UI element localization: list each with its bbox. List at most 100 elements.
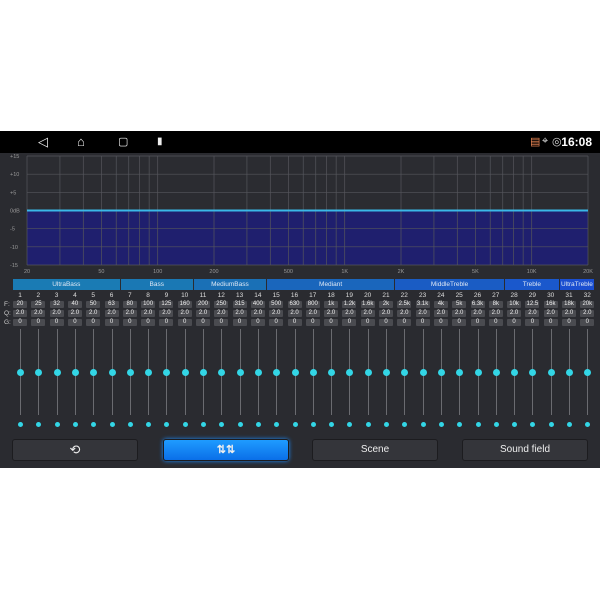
q-field[interactable]: 2.0 (122, 310, 137, 317)
frequency-field[interactable]: 32 (49, 301, 64, 308)
frequency-field[interactable]: 3.1k (415, 301, 430, 308)
frequency-field[interactable]: 2k (379, 301, 393, 308)
gain-field[interactable]: 0 (543, 319, 558, 326)
frequency-field[interactable]: 2.5k (397, 301, 412, 308)
gain-slider-knob[interactable] (108, 369, 116, 376)
frequency-field[interactable]: 200 (196, 301, 210, 308)
gain-field[interactable]: 0 (177, 319, 192, 326)
q-field[interactable]: 2.0 (287, 310, 302, 317)
gain-field[interactable]: 0 (287, 319, 302, 326)
gain-slider-knob[interactable] (474, 369, 482, 376)
gain-field[interactable]: 0 (67, 319, 82, 326)
q-field[interactable]: 2.0 (525, 310, 540, 317)
q-field[interactable]: 2.0 (397, 310, 412, 317)
gain-slider-knob[interactable] (200, 369, 207, 376)
back-icon[interactable]: ◁ (38, 134, 48, 149)
gain-slider-knob[interactable] (566, 369, 573, 376)
q-field[interactable]: 2.0 (562, 310, 576, 317)
q-field[interactable]: 2.0 (177, 310, 192, 317)
frequency-field[interactable]: 125 (159, 301, 174, 308)
frequency-field[interactable]: 25 (31, 301, 46, 308)
gain-field[interactable]: 0 (196, 319, 210, 326)
gain-field[interactable]: 0 (525, 319, 540, 326)
frequency-field[interactable]: 63 (104, 301, 119, 308)
equalizer-button[interactable]: ⇅⇅ (163, 439, 289, 461)
q-field[interactable]: 2.0 (415, 310, 430, 317)
gain-field[interactable]: 0 (397, 319, 412, 326)
frequency-field[interactable]: 12.5 (525, 301, 540, 308)
q-field[interactable]: 2.0 (507, 310, 522, 317)
frequency-field[interactable]: 400 (250, 301, 265, 308)
gain-field[interactable]: 0 (342, 319, 357, 326)
sound-field-button[interactable]: Sound field (462, 439, 588, 461)
frequency-field[interactable]: 16k (543, 301, 558, 308)
frequency-field[interactable]: 4k (433, 301, 448, 308)
gain-slider-knob[interactable] (511, 369, 519, 376)
gain-field[interactable]: 0 (214, 319, 229, 326)
frequency-field[interactable]: 6.3k (470, 301, 485, 308)
gain-field[interactable]: 0 (31, 319, 46, 326)
scene-button[interactable]: Scene (312, 439, 438, 461)
recents-icon[interactable]: ▢ (118, 136, 129, 148)
gain-slider-knob[interactable] (346, 369, 354, 376)
frequency-field[interactable]: 20k (580, 301, 595, 308)
gain-slider-knob[interactable] (17, 369, 24, 376)
gain-slider-knob[interactable] (90, 369, 98, 376)
gain-field[interactable]: 0 (122, 319, 137, 326)
gain-slider-knob[interactable] (181, 369, 189, 376)
gain-slider-knob[interactable] (145, 369, 153, 376)
frequency-field[interactable]: 80 (122, 301, 137, 308)
gain-slider-knob[interactable] (456, 369, 464, 376)
q-field[interactable]: 2.0 (433, 310, 448, 317)
gain-field[interactable]: 0 (470, 319, 485, 326)
gain-slider-knob[interactable] (71, 369, 79, 376)
q-field[interactable]: 2.0 (580, 310, 595, 317)
gain-slider-knob[interactable] (584, 369, 592, 376)
gain-field[interactable]: 0 (104, 319, 119, 326)
frequency-field[interactable]: 20 (13, 301, 27, 308)
gain-slider-knob[interactable] (529, 369, 537, 376)
gain-slider-knob[interactable] (218, 369, 226, 376)
frequency-field[interactable]: 50 (86, 301, 101, 308)
q-field[interactable]: 2.0 (104, 310, 119, 317)
gain-slider-knob[interactable] (126, 369, 134, 376)
frequency-field[interactable]: 250 (214, 301, 229, 308)
q-field[interactable]: 2.0 (342, 310, 357, 317)
q-field[interactable]: 2.0 (470, 310, 485, 317)
gain-field[interactable]: 0 (562, 319, 576, 326)
gain-slider-knob[interactable] (364, 369, 372, 376)
gain-field[interactable]: 0 (141, 319, 156, 326)
home-icon[interactable]: ⌂ (77, 134, 85, 149)
frequency-field[interactable]: 1k (324, 301, 339, 308)
frequency-field[interactable]: 630 (287, 301, 302, 308)
gain-slider-knob[interactable] (163, 369, 171, 376)
q-field[interactable]: 2.0 (49, 310, 64, 317)
gain-field[interactable]: 0 (507, 319, 522, 326)
reset-button[interactable]: ⟲ (12, 439, 138, 461)
gain-slider-knob[interactable] (309, 369, 317, 376)
gain-field[interactable]: 0 (159, 319, 174, 326)
gain-field[interactable]: 0 (13, 319, 27, 326)
frequency-field[interactable]: 1.2k (342, 301, 357, 308)
gain-slider-knob[interactable] (236, 369, 244, 376)
q-field[interactable]: 2.0 (250, 310, 265, 317)
frequency-field[interactable]: 40 (67, 301, 82, 308)
q-field[interactable]: 2.0 (379, 310, 393, 317)
q-field[interactable]: 2.0 (360, 310, 375, 317)
gain-slider-knob[interactable] (53, 369, 61, 376)
q-field[interactable]: 2.0 (159, 310, 174, 317)
gain-field[interactable]: 0 (250, 319, 265, 326)
gain-slider-knob[interactable] (383, 369, 390, 376)
gain-field[interactable]: 0 (415, 319, 430, 326)
gain-field[interactable]: 0 (360, 319, 375, 326)
gain-slider-knob[interactable] (419, 369, 427, 376)
gain-slider-knob[interactable] (328, 369, 336, 376)
gain-slider-knob[interactable] (492, 369, 500, 376)
frequency-field[interactable]: 18k (562, 301, 576, 308)
gain-slider-knob[interactable] (547, 369, 555, 376)
q-field[interactable]: 2.0 (488, 310, 503, 317)
frequency-field[interactable]: 1.6k (360, 301, 375, 308)
frequency-field[interactable]: 500 (269, 301, 284, 308)
gain-slider-knob[interactable] (291, 369, 299, 376)
gain-field[interactable]: 0 (379, 319, 393, 326)
